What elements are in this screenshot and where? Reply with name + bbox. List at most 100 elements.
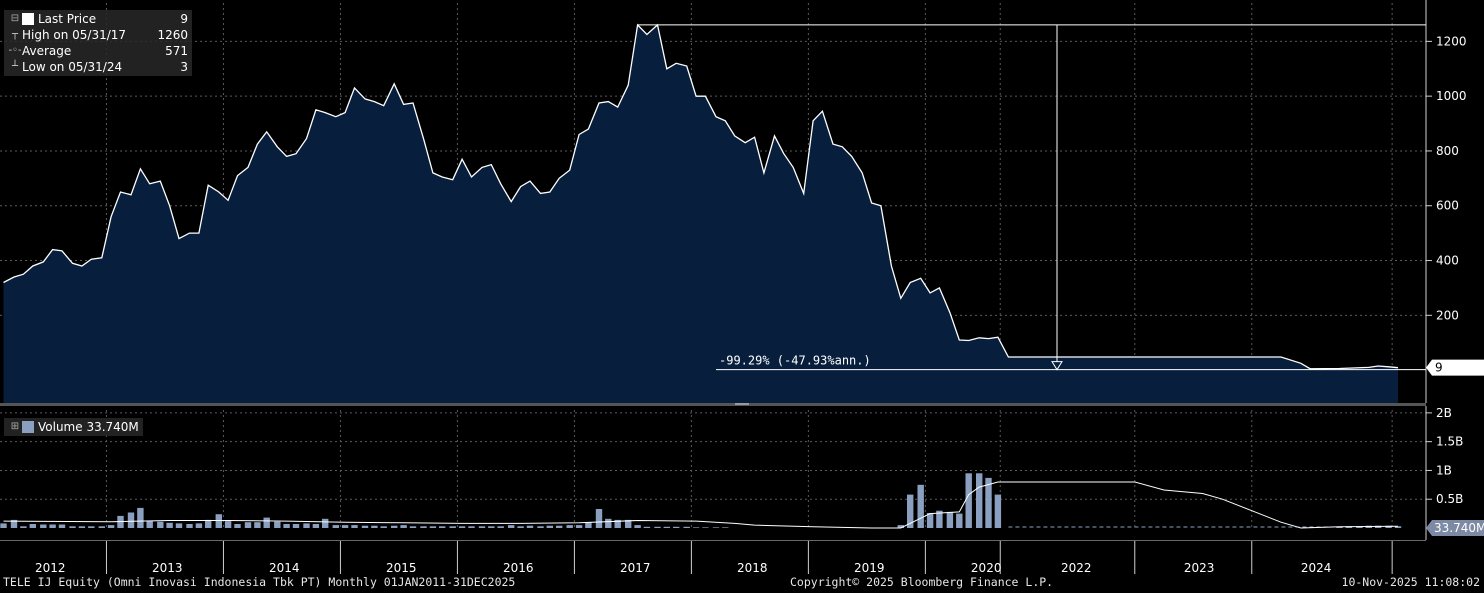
last-price-label: Last Price (38, 12, 97, 26)
volume-bar (107, 525, 115, 528)
volume-bar (537, 526, 544, 528)
volume-bar (614, 519, 621, 528)
volume-bar (488, 526, 495, 528)
volume-bar (585, 522, 592, 528)
price-y-tick-label: 1000 (1436, 89, 1467, 103)
volume-average-line (3, 481, 1399, 529)
low-label: Low on 05/31/24 (22, 60, 123, 74)
volume-bar (994, 494, 1002, 528)
volume-bar (595, 509, 603, 528)
volume-bar (146, 521, 153, 528)
volume-bar (283, 524, 290, 528)
low-value: 3 (180, 60, 188, 74)
volume-y-tick-label: 0.5B (1436, 492, 1463, 506)
volume-bar (234, 524, 241, 528)
last-price-swatch (22, 13, 34, 25)
price-y-tick-label: 200 (1436, 308, 1459, 322)
volume-bar (439, 526, 446, 528)
volume-bar (215, 514, 222, 528)
volume-swatch (22, 421, 34, 433)
x-tick-label: 2022 (1061, 561, 1092, 575)
volume-bar (69, 526, 76, 528)
volume-bar (625, 519, 632, 528)
volume-bar (497, 526, 504, 528)
volume-bar (391, 525, 398, 528)
volume-bar (575, 525, 583, 528)
high-label: High on 05/31/17 (22, 28, 127, 42)
last-price-badge-label: 9 (1435, 361, 1443, 375)
price-legend: ⊟ Last Price 9 ┬ High on 05/31/17 1260 -… (4, 10, 192, 76)
volume-bar (956, 513, 963, 528)
volume-bar (20, 526, 27, 528)
volume-bar (556, 525, 563, 528)
volume-y-tick-label: 1.5B (1436, 435, 1463, 449)
x-tick-label: 2020 (971, 561, 1002, 575)
average-value: 571 (165, 44, 188, 58)
volume-bar (195, 523, 203, 528)
volume-bar (254, 522, 261, 528)
volume-bar (1336, 526, 1343, 528)
volume-bar (468, 526, 475, 528)
low-marker-icon: ┴ (11, 61, 19, 72)
volume-bar (897, 525, 904, 528)
volume-bar (380, 526, 387, 528)
volume-bar (605, 518, 612, 528)
price-y-tick-label: 600 (1436, 199, 1459, 213)
volume-bar (263, 517, 270, 528)
change-arrow-head (1051, 361, 1063, 371)
volume-last-badge-label: 33.740M (1434, 521, 1484, 535)
volume-bar (157, 521, 164, 528)
volume-y-tick-label: 2B (1436, 406, 1452, 420)
legend-high: ┬ High on 05/31/17 1260 (8, 27, 188, 43)
high-value: 1260 (157, 28, 188, 42)
volume-bar (566, 525, 573, 528)
volume-label: Volume 33.740M (38, 420, 139, 434)
change-annotation: -99.29% (-47.93%ann.) (719, 354, 871, 368)
volume-bar (127, 512, 135, 528)
volume-bar (926, 513, 934, 528)
expand-icon[interactable]: ⊞ (10, 421, 20, 432)
volume-bar (976, 473, 983, 528)
footer-security: TELE IJ Equity (Omni Inovasi Indonesia T… (3, 575, 516, 589)
x-tick-label: 2015 (386, 561, 417, 575)
volume-bar (1356, 526, 1363, 528)
volume-bar (449, 526, 456, 528)
volume-bar (702, 527, 709, 528)
volume-bar (429, 526, 437, 528)
volume-bar (683, 526, 690, 528)
volume-bar (692, 527, 700, 528)
high-marker-icon: ┬ (11, 29, 19, 40)
last-price-value: 9 (180, 12, 188, 26)
volume-bar (663, 526, 670, 528)
legend-volume: ⊞ Volume 33.740M (8, 419, 139, 435)
volume-bar (907, 494, 914, 528)
volume-bar (224, 521, 232, 528)
volume-bar (341, 525, 349, 528)
volume-bar (205, 519, 212, 528)
volume-bar (98, 526, 105, 528)
last-price-badge (1426, 359, 1484, 376)
x-tick-label: 2023 (1184, 561, 1215, 575)
x-tick-label: 2016 (503, 561, 534, 575)
price-line (3, 23, 1399, 370)
volume-bar (175, 523, 183, 528)
volume-bar (312, 524, 320, 528)
volume-bar (508, 525, 515, 528)
volume-bar (965, 473, 972, 528)
average-label: Average (22, 44, 72, 58)
x-tick-label: 2017 (620, 561, 651, 575)
collapse-icon[interactable]: ⊟ (10, 13, 20, 24)
volume-bar (361, 525, 369, 528)
volume-bar (946, 511, 954, 528)
volume-bar (517, 526, 524, 528)
price-y-tick-label: 400 (1436, 254, 1459, 268)
volume-bar (917, 484, 924, 528)
volume-bar (673, 526, 680, 528)
panel-divider-grip (735, 403, 749, 405)
volume-bar (478, 526, 486, 528)
price-y-tick-label: 800 (1436, 144, 1459, 158)
volume-bar (409, 526, 417, 528)
x-axis-band (0, 541, 1426, 574)
volume-bar (322, 518, 329, 528)
volume-bar (400, 525, 407, 528)
